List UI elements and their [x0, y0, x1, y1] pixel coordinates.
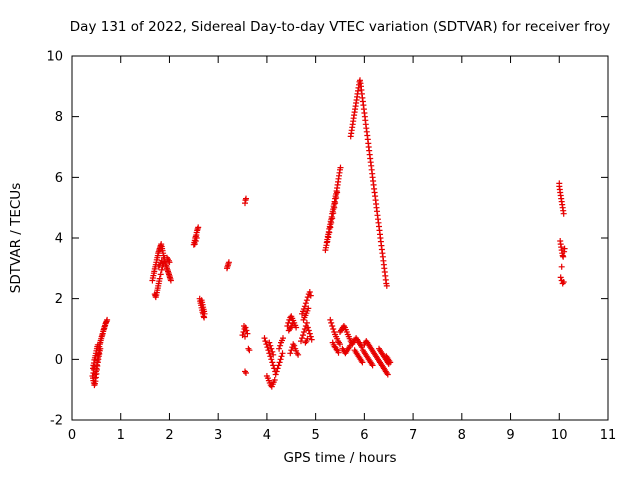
x-tick-label: 6	[360, 428, 368, 443]
axis-frame	[71, 55, 609, 421]
x-tick-label: 10	[551, 428, 568, 443]
x-tick-label: 3	[214, 428, 222, 443]
x-tick-label: 11	[600, 428, 617, 443]
x-tick-label: 8	[458, 428, 466, 443]
y-axis-label: SDTVAR / TECUs	[8, 183, 24, 293]
y-tick-label: 6	[55, 171, 63, 186]
y-tick-label: 8	[55, 110, 63, 125]
x-tick-label: 4	[263, 428, 271, 443]
x-tick-label: 9	[506, 428, 514, 443]
y-tick-label: -2	[50, 414, 63, 429]
tick-labels: 0 1 2 3 4 5 6 7 8 9 10 11 -2 0 2 4 6 8 10	[46, 50, 616, 444]
chart-title: Day 131 of 2022, Sidereal Day-to-day VTE…	[70, 19, 610, 35]
x-axis-label: GPS time / hours	[283, 450, 396, 466]
x-tick-label: 5	[311, 428, 319, 443]
data-points	[89, 77, 568, 390]
y-tick-label: 10	[46, 50, 63, 65]
scatter-plus-markers	[89, 77, 568, 390]
x-tick-label: 7	[409, 428, 417, 443]
x-tick-label: 1	[117, 428, 125, 443]
x-tick-label: 0	[68, 428, 76, 443]
y-tick-label: 0	[55, 353, 63, 368]
y-tick-label: 4	[55, 232, 63, 247]
y-tick-label: 2	[55, 292, 63, 307]
x-tick-label: 2	[165, 428, 173, 443]
plot-axes	[71, 55, 609, 421]
